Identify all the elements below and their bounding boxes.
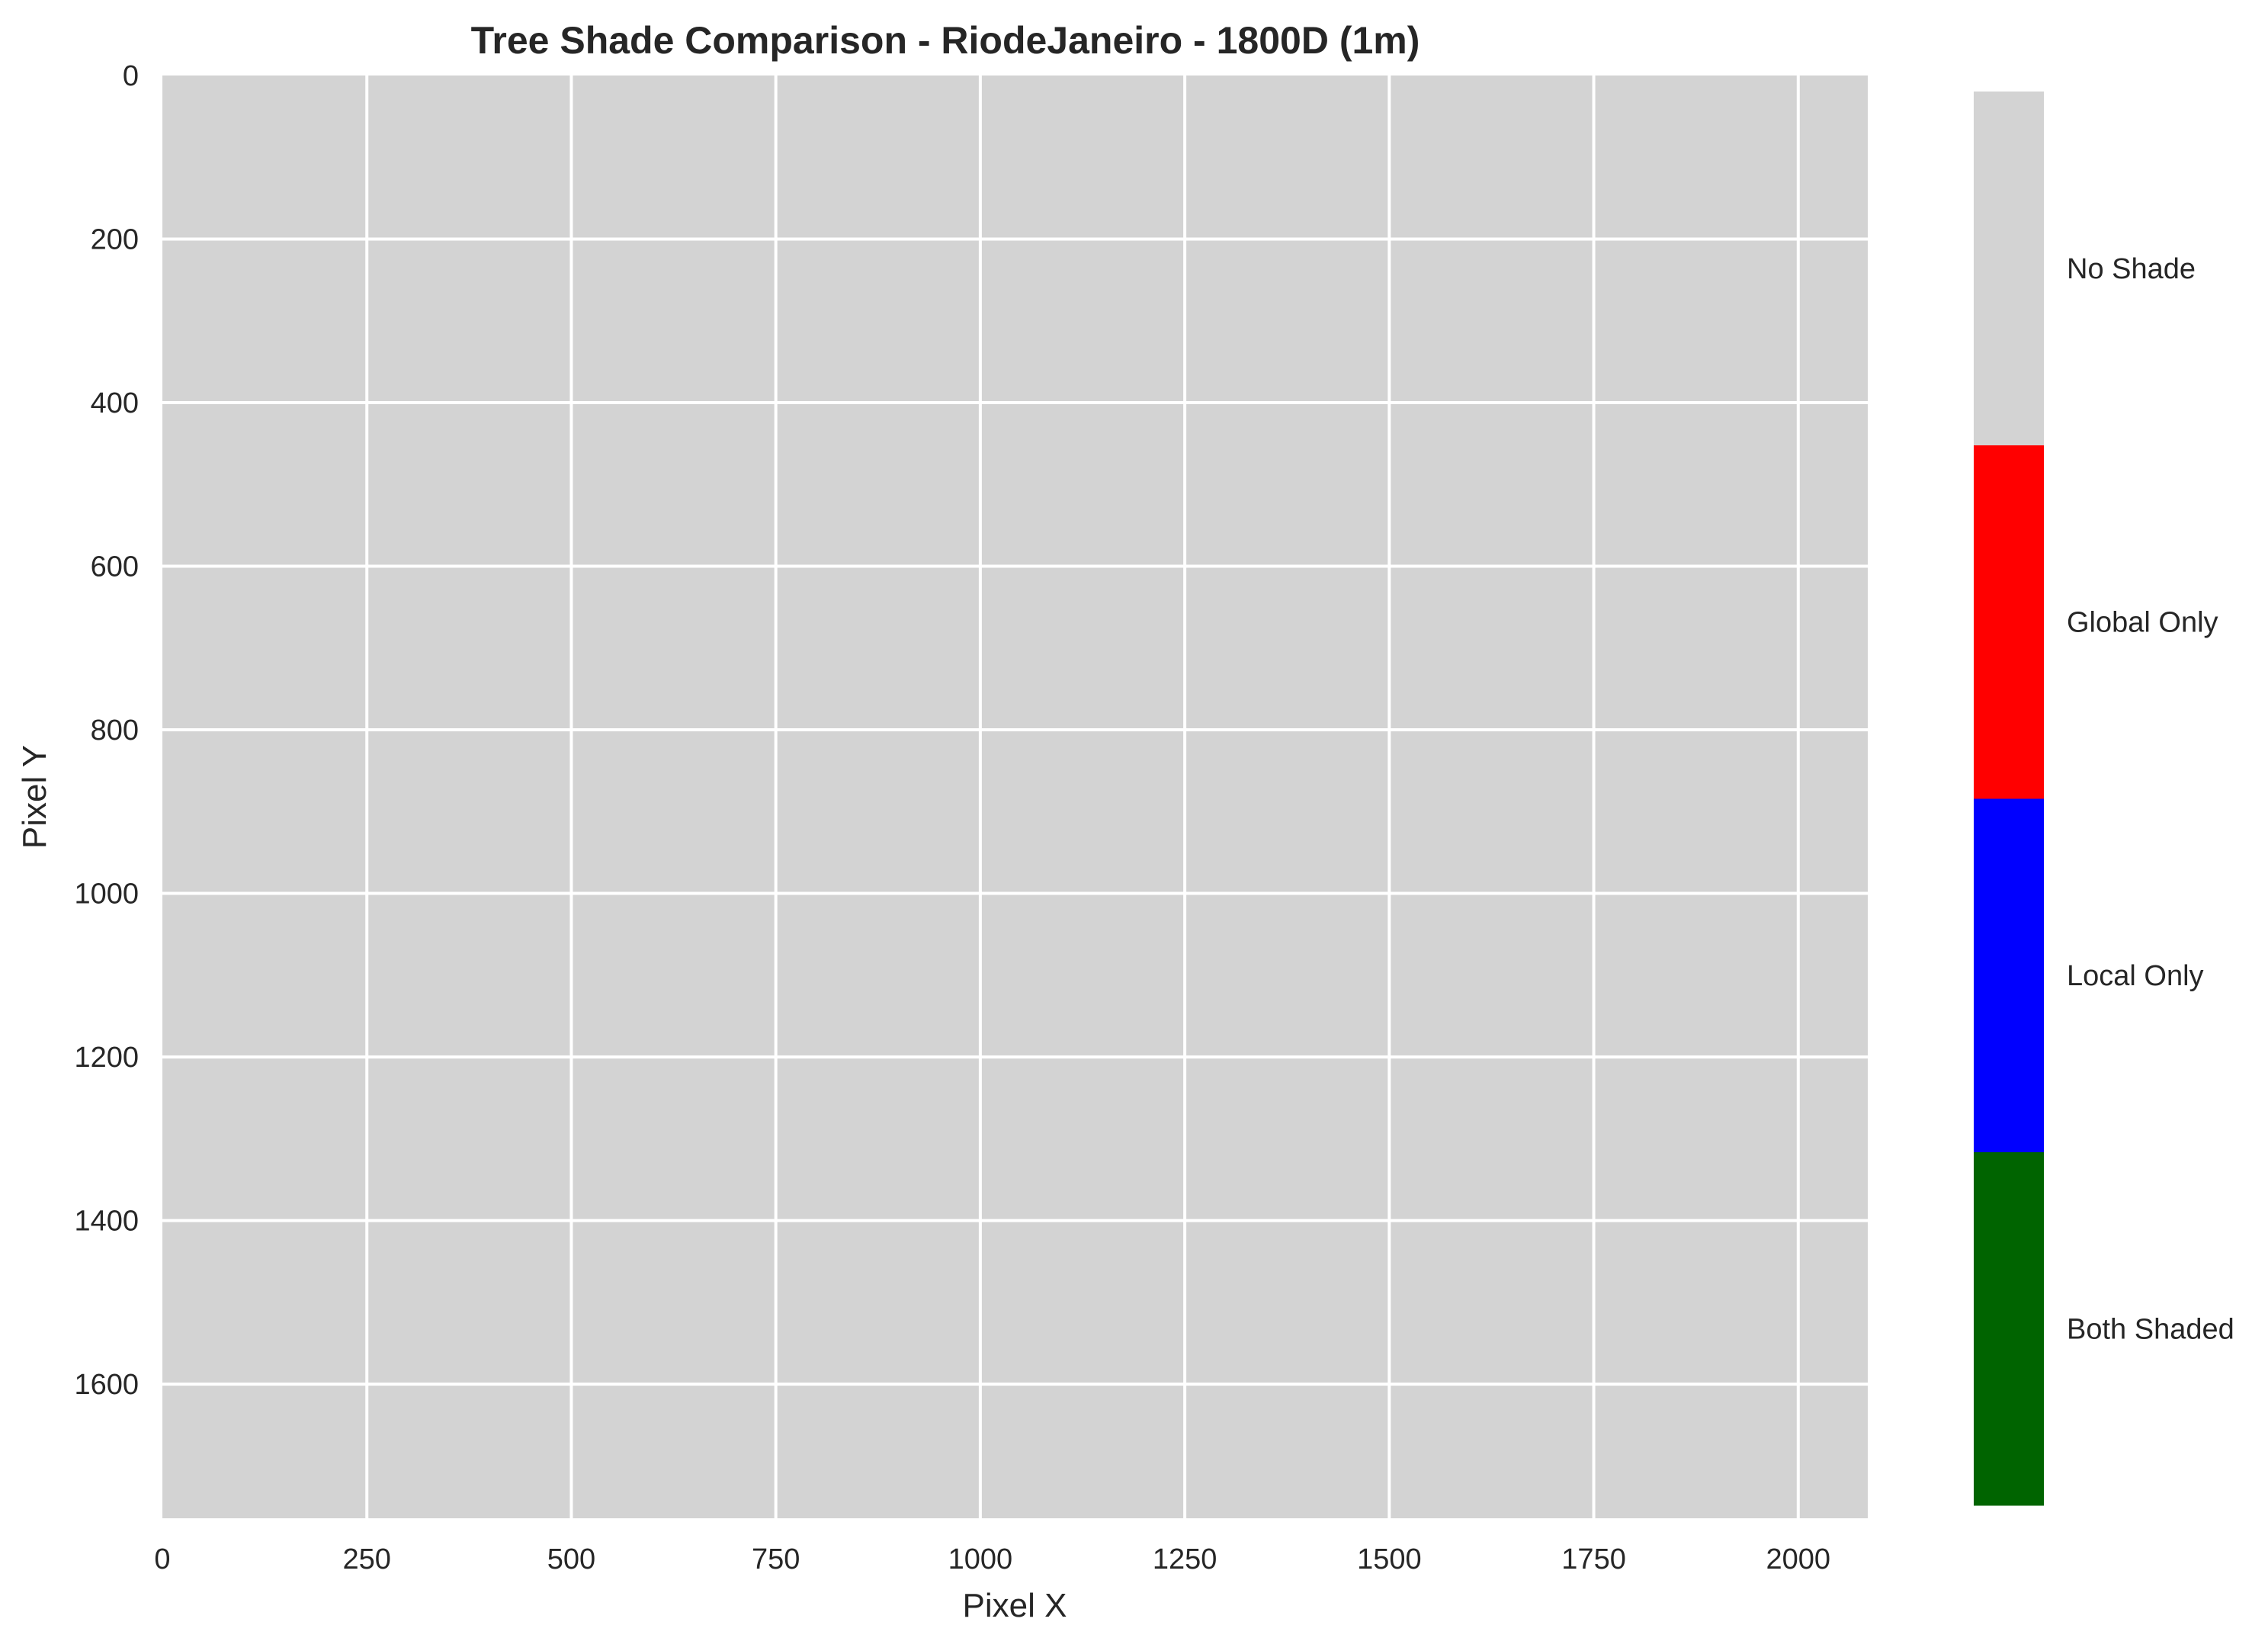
colorbar-segment [1974,1151,2044,1506]
x-tick-label: 1000 [948,1543,1013,1575]
colorbar-tick-label: Global Only [2067,606,2218,638]
y-tick-label: 1400 [74,1206,139,1238]
x-axis-label: Pixel X [963,1587,1067,1624]
colorbar-segment [1974,92,2044,445]
x-axis-ticks: 0 250 500 750 1000 1250 1500 1750 2000 [154,1543,1830,1575]
colorbar-tick-label: No Shade [2067,253,2196,285]
x-tick-label: 500 [547,1543,595,1575]
colorbar-segment [1974,445,2044,799]
x-tick-label: 1250 [1153,1543,1217,1575]
y-axis-label: Pixel Y [16,745,53,849]
colorbar-segment [1974,798,2044,1152]
y-axis-ticks: 0 200 400 600 800 1000 1200 1400 1600 [74,60,139,1401]
y-tick-label: 1600 [74,1369,139,1401]
chart-title: Tree Shade Comparison - RiodeJaneiro - 1… [471,19,1420,62]
colorbar-tick-label: Local Only [2067,960,2204,992]
x-tick-label: 1500 [1357,1543,1422,1575]
x-tick-label: 250 [343,1543,391,1575]
x-tick-label: 2000 [1766,1543,1831,1575]
colorbar: Both Shaded Local Only Global Only No Shade [1974,92,2234,1506]
x-tick-label: 750 [752,1543,800,1575]
y-tick-label: 0 [123,60,139,92]
y-tick-label: 800 [91,715,139,747]
grid-lines [162,75,1868,1518]
heatmap-no-shade-area [162,75,1868,1518]
x-tick-label: 0 [154,1543,170,1575]
x-tick-label: 1750 [1561,1543,1626,1575]
colorbar-tick-label: Both Shaded [2067,1313,2234,1345]
y-tick-label: 1200 [74,1042,139,1074]
y-tick-label: 1000 [74,878,139,911]
y-tick-label: 400 [91,387,139,419]
y-tick-label: 600 [91,551,139,583]
y-tick-label: 200 [91,224,139,256]
plot-area [162,75,1868,1518]
